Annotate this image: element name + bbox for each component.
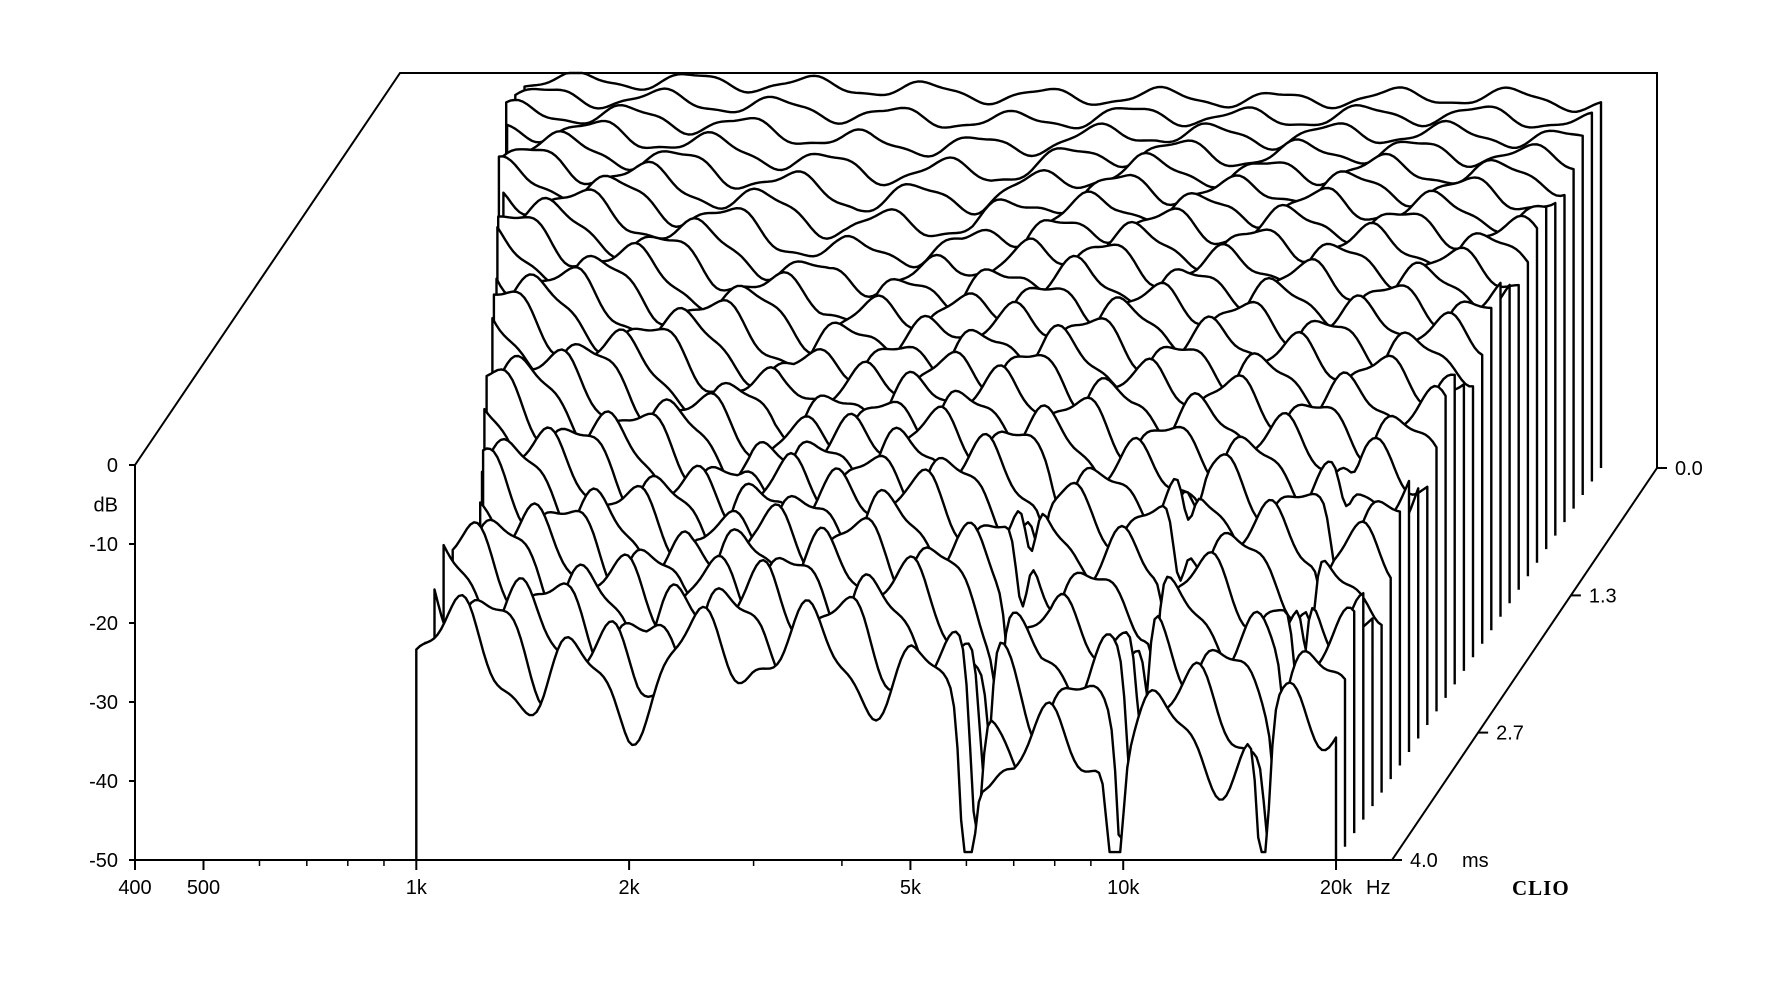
y-tick-label-4: -40	[89, 771, 118, 793]
slice-line-8	[497, 196, 1530, 577]
x-tick-label-6: 20k	[1320, 877, 1353, 899]
y-axis: 0 -10 -20 -30 -40 -50 dB	[89, 455, 135, 872]
z-unit-label: ms	[1462, 850, 1489, 872]
waterfall-slices	[415, 71, 1603, 860]
brand-label: CLIO	[1512, 876, 1570, 900]
x-tick-label-4: 5k	[900, 877, 922, 899]
y-tick-label-0: 0	[107, 455, 118, 477]
z-tick-label-2: 2.7	[1496, 723, 1524, 745]
z-tick-label-3: 4.0	[1410, 850, 1438, 872]
slice-fill-29	[416, 595, 1336, 860]
chart-frame	[134, 72, 1658, 861]
z-tick-label-0: 0.0	[1675, 458, 1703, 480]
z-axis: 0.0 1.3 2.7 4.0 ms	[1392, 458, 1703, 872]
y-tick-label-2: -20	[89, 613, 118, 635]
y-tick-label-3: -30	[89, 692, 118, 714]
x-unit-label: Hz	[1366, 877, 1390, 899]
slice-line-0	[523, 71, 1603, 468]
slice-line-13	[492, 290, 1484, 644]
x-tick-label-5: 10k	[1107, 877, 1140, 899]
frame-back-outline	[134, 72, 1658, 860]
slice-line-5	[502, 148, 1557, 536]
slice-line-29	[415, 593, 1338, 860]
slice-line-4	[506, 130, 1566, 523]
z-tick-label-1: 1.3	[1589, 585, 1617, 607]
x-tick-label-3: 2k	[619, 877, 641, 899]
slice-line-2	[505, 98, 1584, 495]
x-tick-label-0: 400	[118, 877, 151, 899]
frame-depth-edge	[1391, 467, 1658, 861]
y-unit-label: dB	[94, 495, 118, 517]
x-axis: 400 500 1k 2k 5k 10k 20k Hz	[118, 860, 1390, 899]
slice-line-3	[505, 119, 1575, 509]
x-tick-label-1: 500	[187, 877, 220, 899]
slice-line-1	[514, 87, 1594, 482]
y-tick-label-1: -10	[89, 534, 118, 556]
slice-line-9	[497, 215, 1520, 590]
y-tick-label-5: -50	[89, 850, 118, 872]
x-tick-label-2: 1k	[406, 877, 428, 899]
